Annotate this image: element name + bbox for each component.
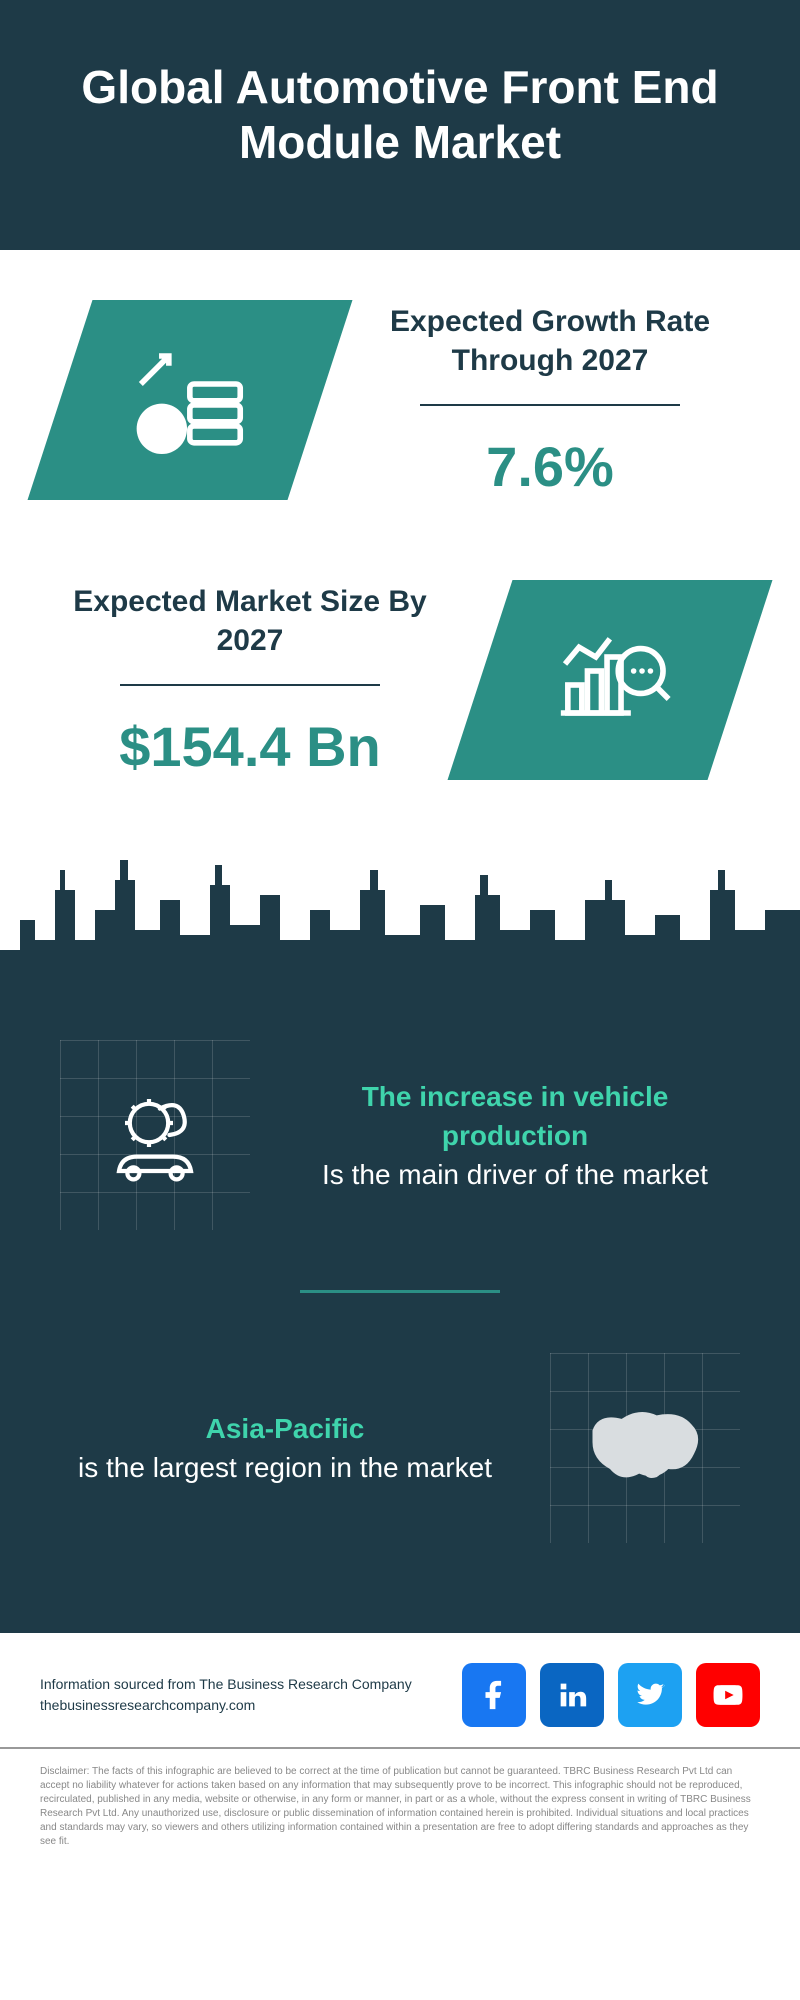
skyline-graphic (0, 840, 800, 1000)
divider (120, 684, 380, 686)
market-size-label: Expected Market Size By 2027 (60, 582, 440, 660)
youtube-icon[interactable] (696, 1663, 760, 1727)
market-size-section: Expected Market Size By 2027 $154.4 Bn (0, 530, 800, 810)
region-text: Asia-Pacific is the largest region in th… (60, 1409, 510, 1487)
linkedin-icon[interactable] (540, 1663, 604, 1727)
page-title: Global Automotive Front End Module Marke… (40, 60, 760, 170)
money-growth-icon: $ (120, 328, 260, 473)
footer: Information sourced from The Business Re… (0, 1633, 800, 1747)
growth-rate-text: Expected Growth Rate Through 2027 7.6% (360, 302, 740, 499)
vehicle-gear-icon (60, 1040, 250, 1230)
region-row: Asia-Pacific is the largest region in th… (60, 1313, 740, 1583)
twitter-icon[interactable] (618, 1663, 682, 1727)
market-driver-text: The increase in vehicle production Is th… (290, 1077, 740, 1195)
footer-line2: thebusinessresearchcompany.com (40, 1695, 412, 1716)
growth-rate-value: 7.6% (360, 434, 740, 499)
market-driver-row: The increase in vehicle production Is th… (60, 1000, 740, 1270)
growth-rate-section: $ Expected Growth Rate Through 2027 7.6% (0, 250, 800, 530)
world-map-icon (550, 1353, 740, 1543)
facebook-icon[interactable] (462, 1663, 526, 1727)
growth-rate-label: Expected Growth Rate Through 2027 (360, 302, 740, 380)
chart-search-icon (540, 608, 680, 753)
svg-text:$: $ (153, 412, 170, 447)
header-banner: Global Automotive Front End Module Marke… (0, 0, 800, 250)
social-links (462, 1663, 760, 1727)
dark-info-zone: The increase in vehicle production Is th… (0, 1000, 800, 1633)
region-rest: is the largest region in the market (78, 1452, 492, 1483)
footer-source: Information sourced from The Business Re… (40, 1674, 412, 1716)
disclaimer-text: Disclaimer: The facts of this infographi… (0, 1747, 800, 1889)
driver-rest: Is the main driver of the market (322, 1159, 708, 1190)
mid-divider (300, 1290, 500, 1293)
market-size-graphic (448, 580, 773, 780)
market-size-text: Expected Market Size By 2027 $154.4 Bn (60, 582, 440, 779)
driver-highlight: The increase in vehicle production (362, 1081, 669, 1151)
footer-line1: Information sourced from The Business Re… (40, 1674, 412, 1695)
growth-rate-graphic: $ (28, 300, 353, 500)
region-highlight: Asia-Pacific (206, 1413, 365, 1444)
market-size-value: $154.4 Bn (60, 714, 440, 779)
divider (420, 404, 680, 406)
